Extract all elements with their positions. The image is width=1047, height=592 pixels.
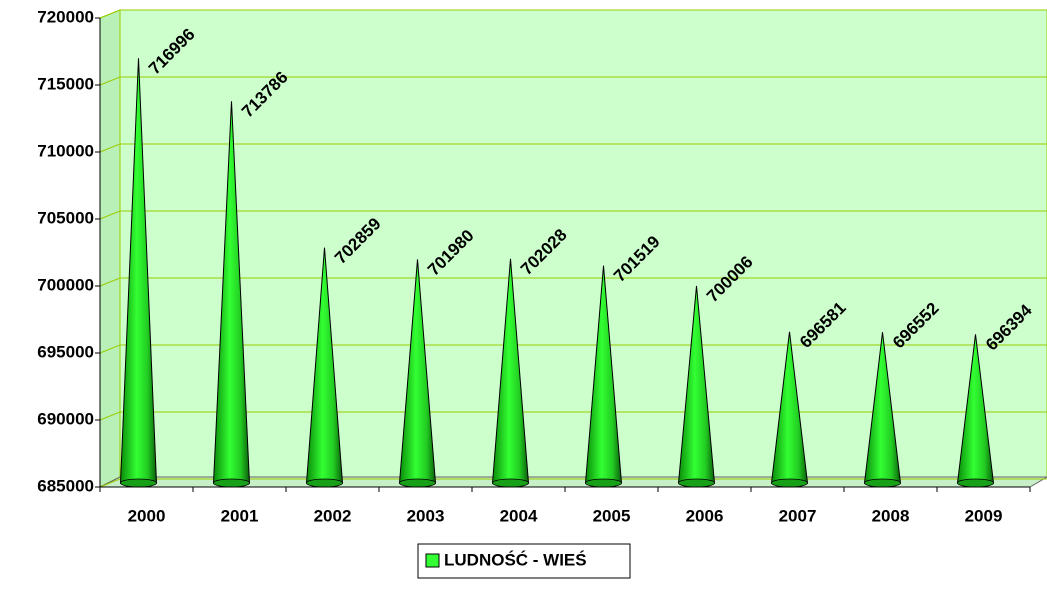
grid-line — [99, 9, 1047, 19]
cone-base — [213, 478, 250, 488]
cone-base — [120, 478, 157, 488]
x-tick-label: 2007 — [779, 506, 817, 525]
legend-box — [417, 543, 631, 579]
cone-base — [492, 478, 529, 488]
x-tick-label: 2002 — [314, 506, 352, 525]
cone-base — [771, 478, 808, 488]
x-tick-label: 2004 — [500, 506, 538, 525]
y-tick-label: 700000 — [37, 275, 94, 294]
back-wall — [119, 9, 1047, 478]
legend-swatch — [425, 553, 440, 568]
x-tick-label: 2005 — [593, 506, 631, 525]
y-tick-label: 685000 — [37, 476, 94, 495]
cone-base — [957, 478, 994, 488]
legend-label: LUDNOŚĆ - WIEŚ — [444, 550, 587, 569]
x-tick-label: 2003 — [407, 506, 445, 525]
y-tick-label: 710000 — [37, 141, 94, 160]
cone-base — [864, 478, 901, 488]
y-tick-label: 690000 — [37, 409, 94, 428]
y-tick-label: 715000 — [37, 74, 94, 93]
cone-base — [585, 478, 622, 488]
grid-line — [99, 76, 1047, 86]
y-tick-label: 720000 — [37, 7, 94, 26]
y-tick-label: 705000 — [37, 208, 94, 227]
x-tick-label: 2009 — [965, 506, 1003, 525]
x-tick-label: 2006 — [686, 506, 724, 525]
grid-line — [99, 478, 1047, 488]
x-tick-label: 2008 — [872, 506, 910, 525]
side-wall — [99, 9, 121, 488]
y-tick-label: 695000 — [37, 342, 94, 361]
cone-base — [306, 478, 343, 488]
cone-base — [678, 478, 715, 488]
grid-line — [99, 143, 1047, 153]
grid-line — [99, 277, 1047, 287]
x-tick-label: 2001 — [221, 506, 259, 525]
x-tick-label: 2000 — [128, 506, 166, 525]
grid-line — [99, 411, 1047, 421]
cone-base — [399, 478, 436, 488]
grid-line — [99, 344, 1047, 354]
grid-line — [99, 210, 1047, 220]
